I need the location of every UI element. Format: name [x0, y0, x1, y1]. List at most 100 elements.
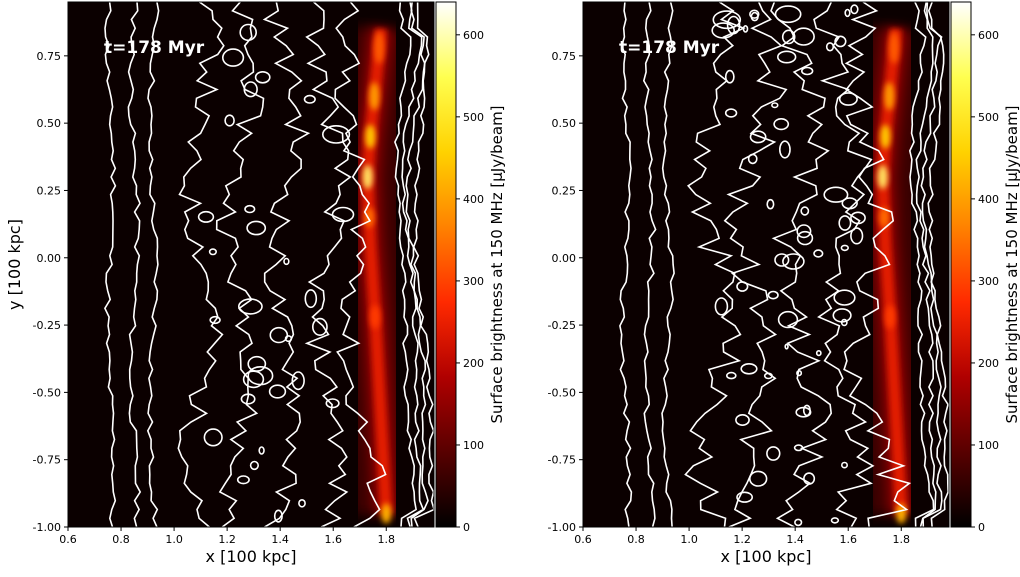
contour-island — [726, 15, 741, 35]
contour-island — [284, 335, 293, 343]
y-tick-label: 0.25 — [37, 184, 62, 197]
contour-island — [776, 50, 797, 64]
contour-island — [224, 114, 235, 127]
contour-island — [850, 227, 864, 245]
contour-line — [619, 2, 633, 527]
contour-island — [834, 35, 847, 48]
colorbar-tick-label: 500 — [978, 111, 999, 124]
y-tick-label: 0.25 — [552, 184, 577, 197]
contour-island — [840, 461, 848, 469]
contour-line — [661, 2, 675, 527]
colorbar-tick-label: 0 — [463, 521, 470, 534]
contour-line — [146, 2, 160, 527]
contour-island — [747, 153, 758, 165]
x-tick-label: 1.8 — [378, 533, 396, 546]
contour-island — [303, 94, 316, 104]
y-tick-label: -0.75 — [548, 454, 576, 467]
y-tick-label: -0.25 — [33, 319, 61, 332]
contour-island — [766, 446, 781, 461]
colorbar-tick-label: 200 — [463, 357, 484, 370]
bright-spot — [879, 207, 890, 228]
x-tick-label: 0.8 — [627, 533, 645, 546]
contour-island — [850, 211, 866, 225]
contour-island — [773, 117, 790, 131]
y-tick-label: 0.50 — [552, 117, 577, 130]
contour-island — [793, 444, 804, 452]
colorbar-label: Surface brightness at 150 MHz [μJy/beam] — [488, 105, 506, 423]
contour-island — [237, 298, 263, 315]
contour-island — [771, 102, 779, 109]
contour-island — [724, 108, 738, 118]
contour-line — [927, 2, 949, 527]
contour-line — [304, 2, 352, 527]
contour-line — [770, 2, 833, 527]
contour-island — [291, 371, 305, 391]
contour-island — [208, 248, 217, 256]
colorbar-tick-label: 100 — [978, 439, 999, 452]
y-tick-label: 0.50 — [37, 117, 62, 130]
colorbar-tick-label: 0 — [978, 521, 985, 534]
y-tick-label: -1.00 — [548, 521, 576, 534]
contour-island — [246, 220, 267, 236]
panel-1: t=178 Myr 0.6 0.8 1.0 1.2 1.4 1.6 1.8 -1.00 -0.75… — [5, 1, 506, 566]
contour-line — [394, 2, 417, 527]
bright-spot — [877, 165, 888, 189]
x-tick-label: 1.6 — [324, 533, 342, 546]
contour-island — [298, 498, 306, 508]
x-tick-label: 1.6 — [839, 533, 857, 546]
contour-line — [642, 2, 657, 527]
bright-spot — [884, 82, 895, 111]
colorbar-tick-label: 300 — [978, 275, 999, 288]
contour-island — [777, 310, 799, 329]
contour-island — [813, 249, 824, 258]
contour-line — [813, 2, 875, 527]
heatmap-field — [619, 2, 949, 527]
contour-line — [412, 2, 434, 527]
contour-island — [767, 290, 779, 300]
bright-spot — [370, 305, 381, 329]
bright-spot — [362, 165, 373, 189]
colorbar-tick-label: 600 — [463, 29, 484, 42]
x-axis-label: x [100 kpc] — [721, 547, 812, 566]
contour-island — [748, 470, 768, 487]
contour-island — [784, 343, 789, 350]
contour-island — [736, 491, 753, 503]
x-tick-label: 0.6 — [59, 533, 77, 546]
contour-island — [832, 308, 852, 323]
contour-island — [792, 27, 815, 46]
contour-island — [796, 224, 812, 239]
colorbar-tick-label: 400 — [978, 193, 999, 206]
colorbar-tick-label: 500 — [463, 111, 484, 124]
x-tick-label: 1.8 — [893, 533, 911, 546]
contour-island — [774, 253, 790, 267]
x-tick-label: 1.2 — [733, 533, 751, 546]
contour-island — [322, 124, 351, 144]
contour-island — [268, 384, 287, 399]
contour-line — [684, 2, 746, 527]
x-tick-label: 1.0 — [165, 533, 183, 546]
colorbar-tick-label: 300 — [463, 275, 484, 288]
contour-island — [736, 281, 749, 292]
contour-island — [782, 253, 805, 270]
contour-island — [749, 9, 760, 19]
y-tick-label: -0.25 — [548, 319, 576, 332]
contour-island — [803, 472, 816, 485]
y-tick-label: -0.50 — [33, 386, 61, 399]
contour-island — [254, 71, 271, 84]
x-tick-label: 1.2 — [218, 533, 236, 546]
contour-line — [103, 2, 117, 527]
contour-island — [850, 4, 859, 15]
contour-island — [840, 244, 849, 252]
contour-island — [779, 140, 791, 159]
x-tick-label: 1.0 — [680, 533, 698, 546]
contour-island — [740, 362, 758, 375]
contour-line — [915, 2, 937, 527]
contour-island — [714, 297, 729, 316]
contour-island — [823, 186, 849, 203]
time-annotation: t=178 Myr — [104, 38, 205, 58]
contour-line — [401, 2, 425, 527]
contour-island — [244, 204, 256, 214]
contour-island — [222, 48, 245, 67]
x-tick-label: 1.4 — [271, 533, 289, 546]
